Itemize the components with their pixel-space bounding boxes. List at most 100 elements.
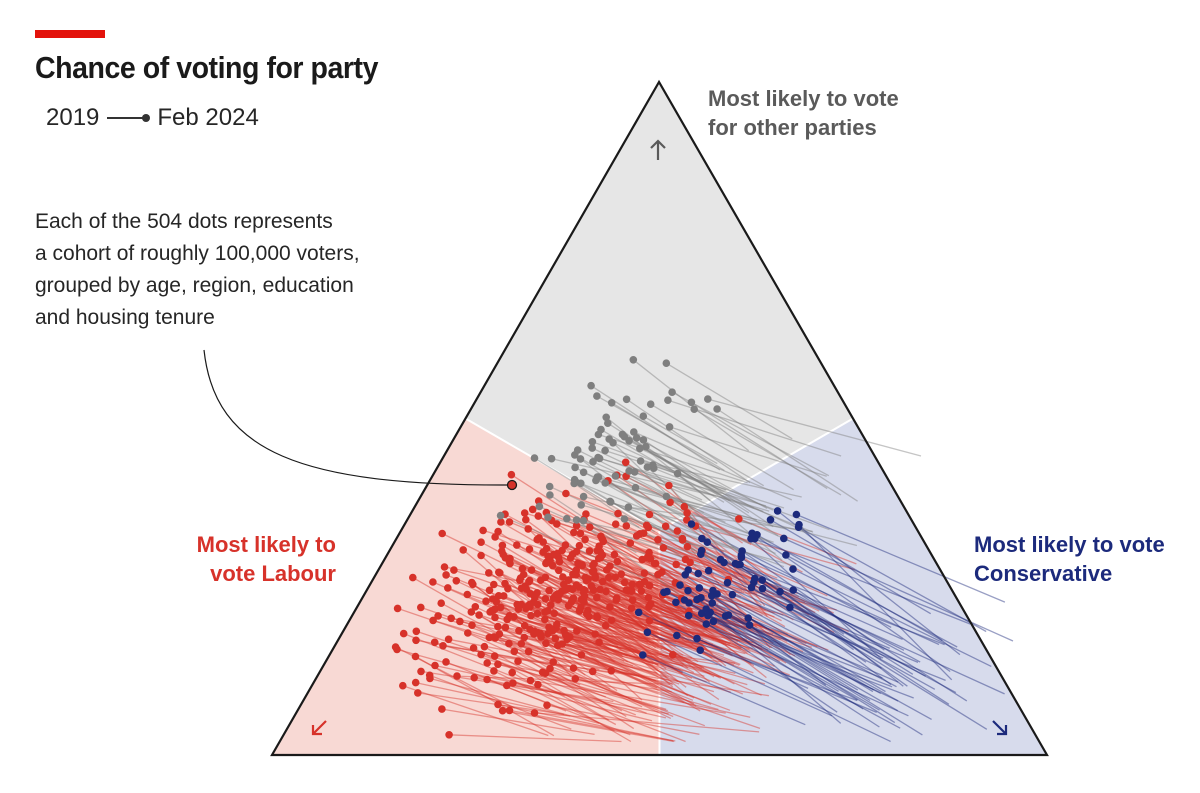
cohort-trajectory [497,663,668,712]
cohort-trajectory [628,589,727,644]
cohort-dot [429,616,437,625]
cohort-trajectory [545,642,658,689]
cohort-dot [542,544,551,553]
cohort-trajectory [727,582,919,663]
cohort-dot [566,554,575,562]
cohort-dot [697,546,706,555]
cohort-trajectory [640,460,802,498]
cohort-dot [453,672,461,680]
cohort-trajectory [705,623,901,729]
cohort-dot [438,705,446,713]
cohort-trajectory [681,538,771,649]
cohort-dot [628,596,637,605]
cohort-trajectory [507,588,624,658]
cohort-dot [669,651,677,659]
cohort-trajectory [688,602,858,701]
cohort-trajectory [652,464,830,531]
cohort-trajectory [798,524,953,681]
cohort-trajectory [453,569,631,633]
cohort-trajectory [547,633,707,683]
cohort-dot [544,513,552,522]
cohort-dot [687,520,696,528]
cohort-trajectory [579,610,722,679]
cohort-trajectory [574,479,696,552]
cohort-dot [604,419,612,428]
cohort-trajectory [699,649,891,743]
cohort-dot [795,520,803,529]
cohort-dot [485,569,493,577]
cohort-dot [630,428,638,436]
cohort-trajectory [770,519,932,615]
cohort-trajectory [573,667,719,711]
label-line: Most likely to vote [974,532,1165,557]
cohort-trajectory [647,526,794,621]
cohort-dot [509,679,517,687]
cohort-trajectory [701,537,845,635]
cohort-trajectory [415,681,571,717]
cohort-dot [684,611,693,620]
cohort-trajectory [529,603,705,633]
cohort-dot [503,615,512,624]
cohort-dot [516,576,524,585]
cohort-dot [553,590,562,598]
cohort-trajectory [646,524,778,579]
cohort-trajectory [646,466,744,557]
cohort-dot [528,505,537,514]
cohort-trajectory [598,433,748,484]
cohort-dot [505,557,514,566]
arrow-down-right-icon-head [997,725,1008,736]
cohort-dot [716,555,725,564]
cohort-trajectory [707,398,922,457]
cohort-dot [534,680,542,689]
cohort-dot [576,455,585,463]
cohort-dot [539,538,547,546]
cohort-dot [550,609,558,618]
label-line: for other parties [708,115,877,140]
cohort-dot [412,627,421,636]
cohort-trajectory [471,624,643,708]
cohort-trajectory [591,447,703,501]
cohort-dot [607,616,616,624]
cohort-trajectory [550,604,693,679]
cohort-dot [510,613,518,621]
cohort-dot [758,576,766,584]
cohort-trajectory [583,592,732,656]
cohort-trajectory [552,630,683,674]
cohort-trajectory [738,518,857,565]
cohort-dot [713,405,721,413]
cohort-trajectory [498,571,622,650]
cohort-dot [542,639,550,648]
cohort-dot [524,647,533,656]
cohort-dot [601,479,609,487]
cohort-dot [673,527,682,535]
cohort-dot [636,444,644,453]
callout-line [203,349,512,486]
cohort-dot [452,577,461,585]
cohort-trajectory [725,615,896,724]
cohort-trajectory [514,650,674,718]
cohort-trajectory [572,588,742,649]
cohort-trajectory [691,523,892,628]
cohort-dot [581,535,589,544]
cohort-dot [586,523,594,531]
cohort-trajectory [753,581,927,677]
cohort-trajectory [648,606,781,662]
cohort-trajectory [447,587,605,653]
cohort-trajectory [415,655,555,737]
cohort-trajectory [650,403,794,491]
cohort-dot [520,509,529,517]
cohort-trajectory [506,684,653,722]
cohort-dot [526,676,535,685]
cohort-trajectory [648,552,758,629]
cohort-trajectory [675,601,838,713]
cohort-trajectory [417,692,565,715]
cohort-dot [520,633,529,642]
cohort-trajectory [649,513,729,571]
cohort-dot [588,438,597,446]
cohort-dot [543,701,551,709]
cohort-dot [549,658,557,666]
cohort-dot [572,516,581,524]
cohort-trajectory [693,408,842,496]
cohort-dot [444,635,453,644]
cohort-trajectory [657,539,834,614]
